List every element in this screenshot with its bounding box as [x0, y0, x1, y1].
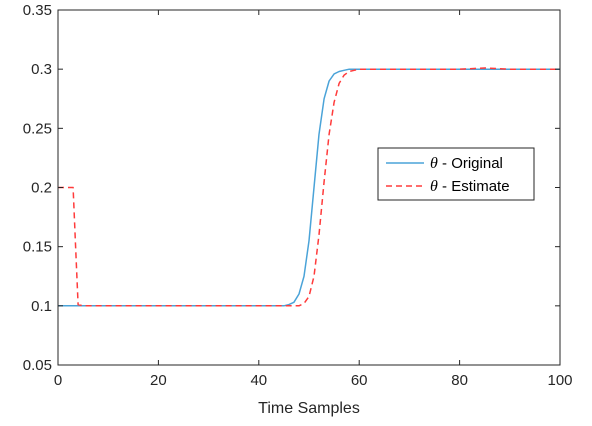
legend-label-original: - Original [438, 155, 503, 172]
y-tick-label: 0.3 [31, 61, 52, 78]
x-tick-label: 100 [547, 372, 572, 389]
y-tick-label: 0.2 [31, 180, 52, 197]
series-layer [58, 67, 560, 307]
y-tick-label: 0.1 [31, 298, 52, 315]
y-tick-label: 0.25 [23, 120, 52, 137]
y-tick-label: 0.05 [23, 357, 52, 374]
y-tick-label: 0.35 [23, 2, 52, 19]
y-tick-label: 0.15 [23, 239, 52, 256]
x-axis-label: Time Samples [258, 400, 360, 417]
x-tick-label: 20 [150, 372, 167, 389]
legend-entry-original: θ - Original [430, 155, 503, 172]
x-tick-label: 0 [54, 372, 62, 389]
legend-theta-estimate: θ [430, 178, 438, 195]
legend: θ - Original θ - Estimate [377, 147, 535, 201]
legend-theta-original: θ [430, 155, 438, 172]
legend-entry-estimate: θ - Estimate [430, 178, 510, 195]
series-line-estimate [58, 67, 560, 307]
tick-layer: 0 20 40 60 80 100 0.05 0.1 0.15 0.2 0.25 0.3 0.35 [23, 2, 573, 389]
x-tick-label: 40 [250, 372, 267, 389]
legend-label-estimate: - Estimate [438, 178, 510, 195]
x-tick-label: 80 [451, 372, 468, 389]
x-tick-label: 60 [351, 372, 368, 389]
legend-box [377, 147, 535, 201]
